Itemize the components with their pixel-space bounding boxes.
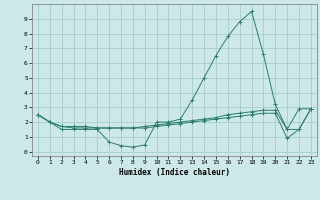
X-axis label: Humidex (Indice chaleur): Humidex (Indice chaleur): [119, 168, 230, 177]
